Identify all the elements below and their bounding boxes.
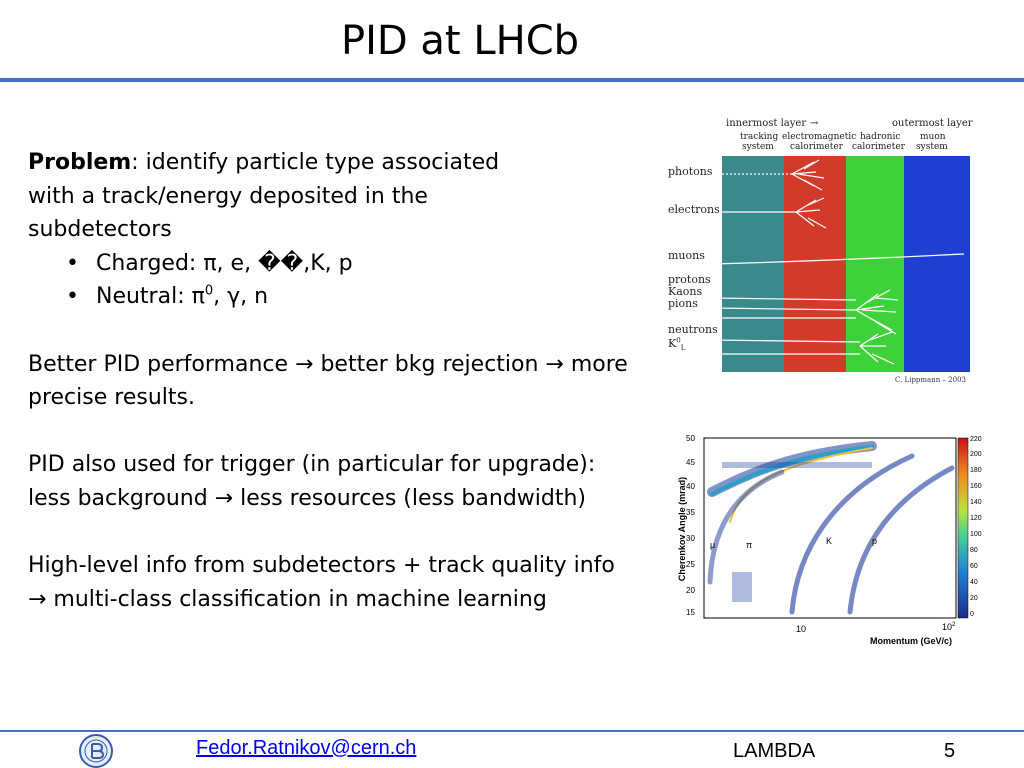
university-logo-icon — [79, 734, 113, 768]
particle-label-electrons: electrons — [668, 203, 720, 216]
xtick-10: 10 — [796, 624, 807, 634]
ytick-15: 15 — [686, 608, 695, 617]
detector-layers-figure: innermost layer → outermost layer tracki… — [664, 114, 976, 386]
problem-line-3: subdetectors — [28, 217, 172, 243]
particle-label-neutrons: neutrons — [668, 323, 718, 336]
particle-label-kaons: Kaons — [668, 285, 703, 298]
xtick-100: 102 — [942, 622, 956, 632]
label-mu: μ — [710, 540, 716, 550]
ytick-30: 30 — [686, 534, 695, 543]
author-email-link[interactable]: Fedor.Ratnikov@cern.ch — [196, 737, 417, 759]
layer-name-muon-2: system — [916, 142, 948, 152]
cbar-180: 180 — [970, 467, 982, 474]
cherenkov-plot-svg — [703, 437, 969, 619]
ecal-layer — [784, 156, 846, 372]
layer-name-ecal-2: calorimeter — [790, 142, 843, 152]
ytick-45: 45 — [686, 458, 695, 467]
cbar-140: 140 — [970, 499, 982, 506]
cherenkov-angle-plot: Cherenkov Angle (mrad) 50 45 40 35 30 25… — [672, 432, 992, 654]
page-number: 5 — [944, 740, 956, 762]
conference-name: LAMBDA — [733, 740, 816, 762]
muon-layer — [904, 156, 970, 372]
cbar-20: 20 — [970, 595, 978, 602]
layer-name-hcal: hadronic — [860, 132, 901, 142]
layer-name-tracking-2: system — [742, 142, 774, 152]
problem-text: : identify particle type associated — [131, 150, 500, 175]
problem-line-1: Problem: identify particle type associat… — [28, 146, 638, 180]
cbar-200: 200 — [970, 451, 982, 458]
slide-title: PID at LHCb — [340, 18, 580, 64]
cbar-0: 0 — [970, 611, 974, 618]
label-k: K — [826, 536, 833, 546]
layer-name-tracking: tracking — [740, 132, 779, 142]
ytick-25: 25 — [686, 560, 695, 569]
particle-bullet-list: Charged: π, e, ��,K, p Neutral: π0, γ, n — [28, 247, 638, 314]
layer-direction-arrow: → — [810, 118, 819, 129]
outermost-layer-label: outermost layer — [892, 118, 973, 129]
trigger-paragraph: PID also used for trigger (in particular… — [28, 452, 596, 511]
particle-tracks-drawing — [713, 159, 965, 365]
ytick-40: 40 — [686, 482, 695, 491]
bullet-charged: Charged: π, e, ��,K, p — [66, 247, 638, 281]
cbar-40: 40 — [970, 579, 978, 586]
ytick-35: 35 — [686, 508, 695, 517]
problem-paragraph: Problem: identify particle type associat… — [28, 146, 638, 247]
cbar-60: 60 — [970, 563, 978, 570]
layer-name-muon: muon — [920, 132, 946, 142]
cbar-100: 100 — [970, 531, 982, 538]
label-p: p — [872, 536, 878, 546]
innermost-layer-label: innermost layer — [726, 118, 807, 129]
figure-credit: C. Lippmann – 2003 — [895, 376, 966, 384]
problem-line-2: with a track/energy deposited in the — [28, 183, 428, 209]
bullet-neutral: Neutral: π0, γ, n — [66, 280, 638, 314]
particle-label-k0l: K0L — [668, 336, 686, 353]
slide-body: Problem: identify particle type associat… — [28, 146, 638, 650]
title-divider — [0, 78, 1024, 82]
particle-label-protons: protons — [668, 273, 711, 286]
problem-label: Problem — [28, 150, 132, 175]
footer-divider — [0, 730, 1024, 732]
cbar-220: 220 — [970, 436, 982, 443]
ytick-50: 50 — [686, 434, 695, 443]
label-pi: π — [746, 540, 753, 550]
particle-label-pions: pions — [668, 297, 698, 310]
layer-name-ecal: electromagnetic — [782, 132, 857, 142]
particle-label-photons: photons — [668, 165, 713, 178]
ml-paragraph: High-level info from subdetectors + trac… — [28, 553, 615, 612]
cbar-120: 120 — [970, 515, 982, 522]
layer-name-hcal-2: calorimeter — [852, 142, 905, 152]
cherenkov-xlabel: Momentum (GeV/c) — [870, 636, 953, 646]
particle-label-muons: muons — [668, 249, 705, 262]
ytick-20: 20 — [686, 586, 695, 595]
pid-performance-paragraph: Better PID performance → better bkg reje… — [28, 351, 628, 411]
cbar-160: 160 — [970, 483, 982, 490]
cbar-80: 80 — [970, 547, 978, 554]
